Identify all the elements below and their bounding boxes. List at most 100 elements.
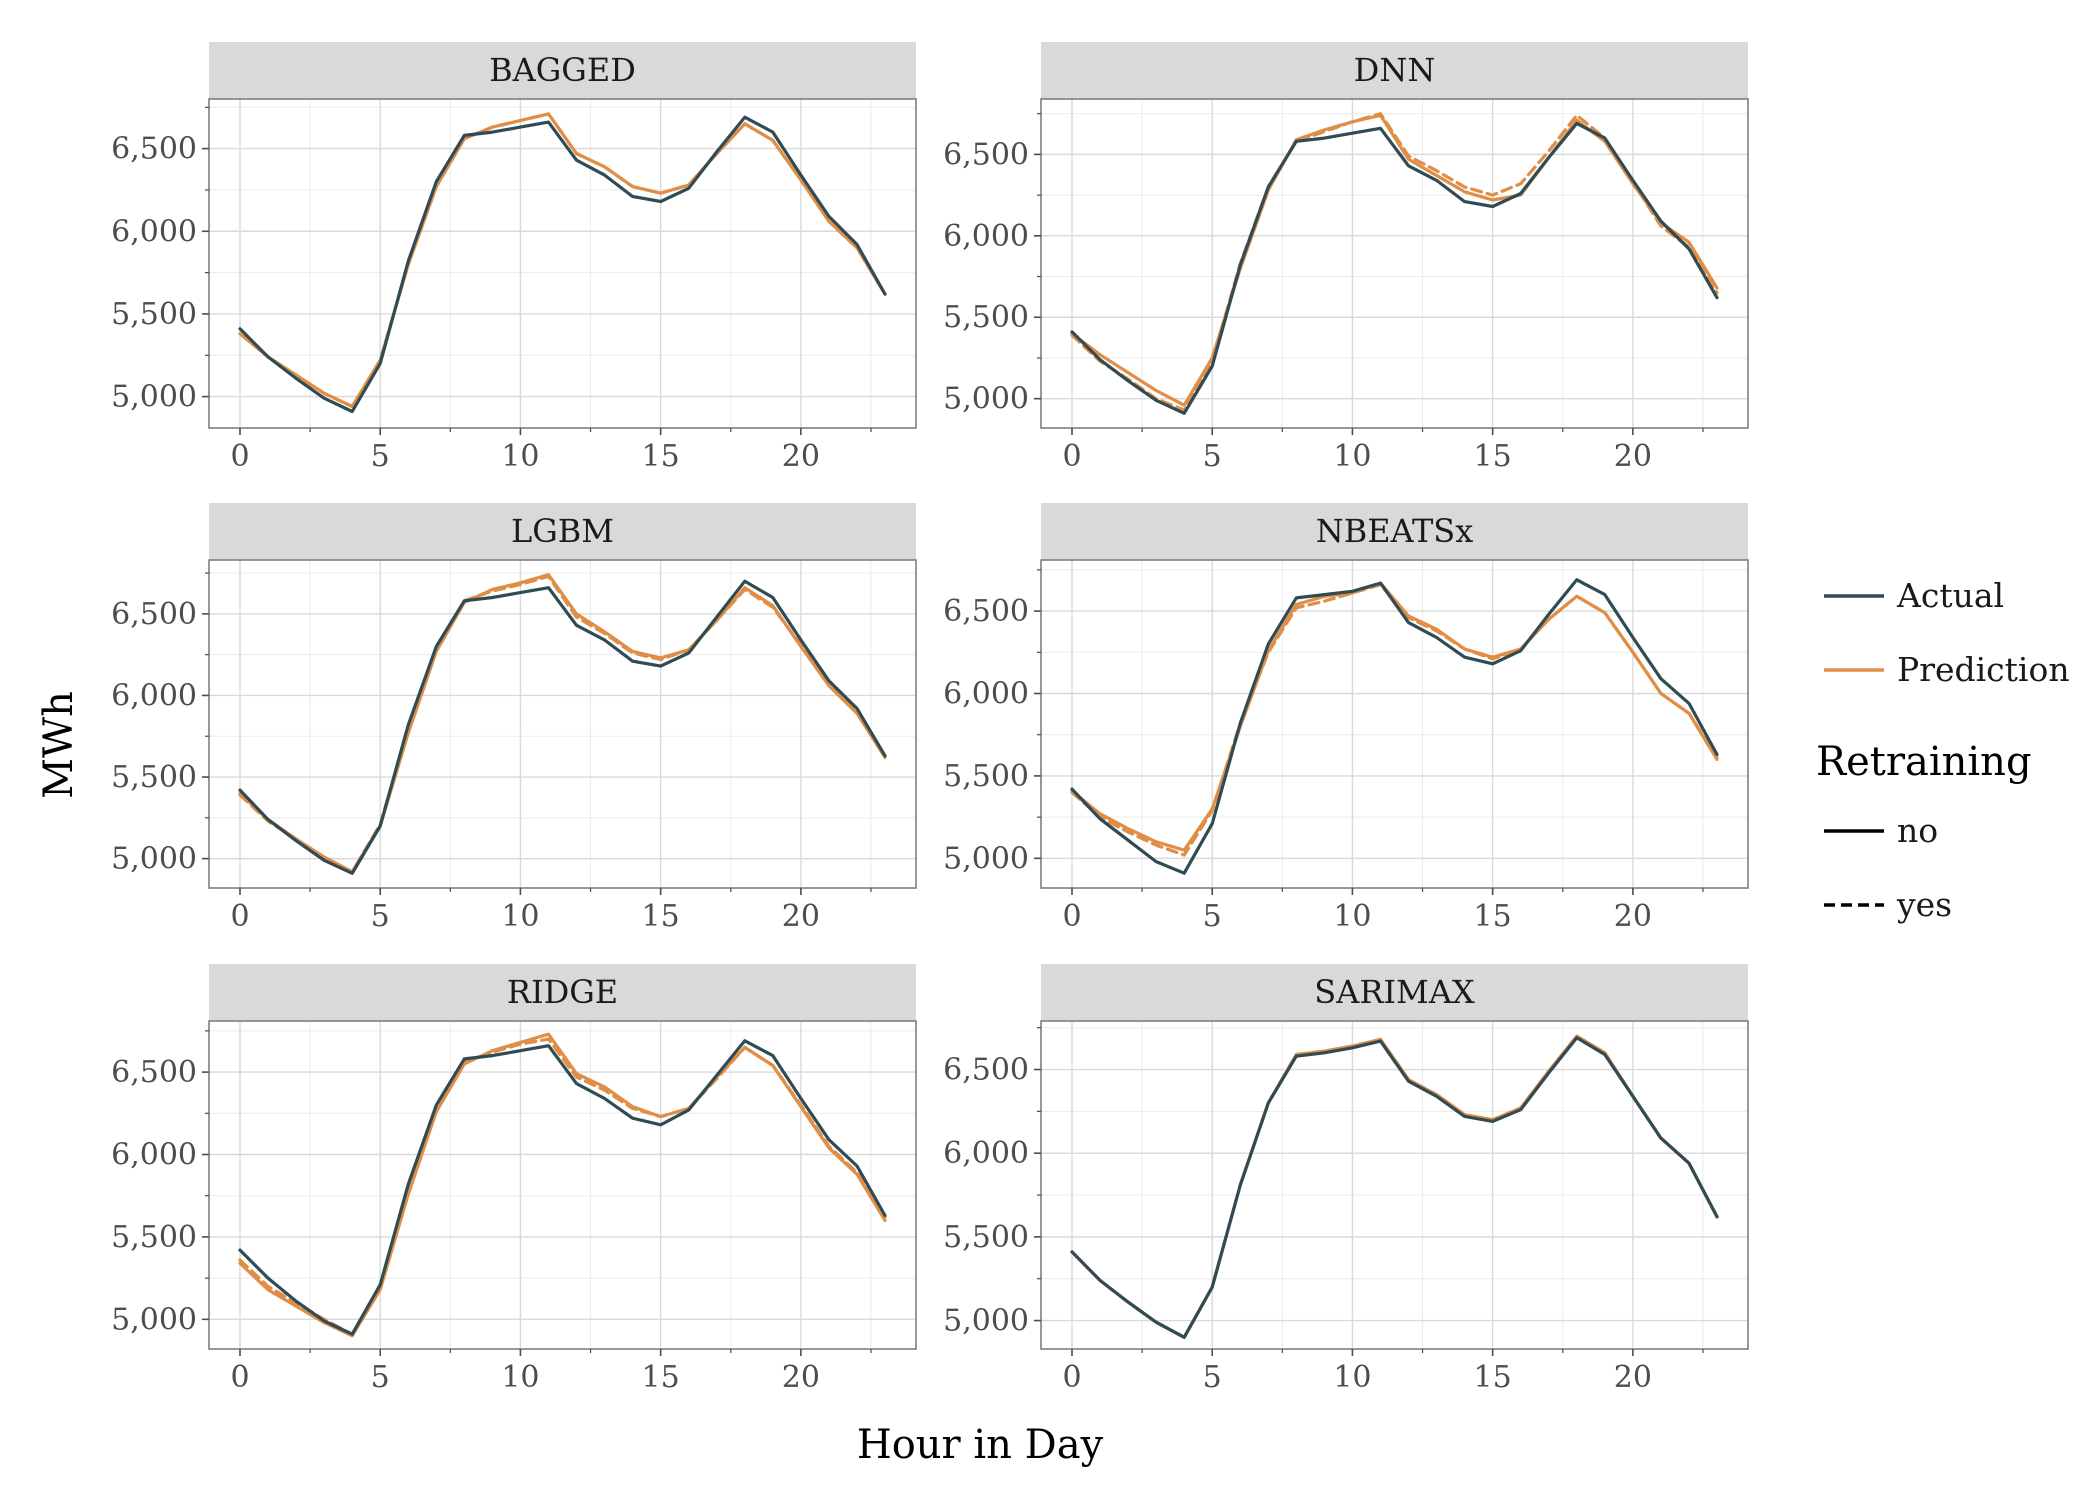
panel-border-ridge xyxy=(208,1020,917,1350)
x-tick-label: 15 xyxy=(642,1360,680,1395)
legend-label-no: no xyxy=(1897,811,1938,850)
strip-label-nbeatsx: NBEATSx xyxy=(1316,512,1474,550)
series-dnn-prediction-retrained xyxy=(1070,112,1719,412)
y-tick-label: 6,000 xyxy=(111,1138,197,1173)
strip-ridge xyxy=(209,964,916,1021)
series-dnn-prediction-static xyxy=(1070,113,1719,407)
x-tick-label: 5 xyxy=(371,439,390,474)
facet-panels: BAGGED 0 5 10 15 20 5,000 5,500 6,000 6,500 DNN 0 5 1… xyxy=(111,42,1749,1395)
legend-label-yes: yes xyxy=(1896,885,1952,924)
y-tick-label: 5,500 xyxy=(111,760,197,795)
strip-label-bagged: BAGGED xyxy=(489,51,636,89)
y-tick-label: 6,000 xyxy=(943,219,1029,254)
panel-border-sarimax xyxy=(1040,1020,1749,1350)
strip-nbeatsx xyxy=(1041,503,1748,560)
panel-dnn: DNN 0 5 10 15 20 5,000 5,500 6,000 6,500 xyxy=(943,42,1749,474)
series-nbeatsx-prediction-retrained xyxy=(1070,583,1719,857)
panel-border-bagged xyxy=(208,98,917,429)
series-nbeatsx-prediction-static xyxy=(1070,581,1719,852)
x-tick-label: 5 xyxy=(1203,899,1222,934)
y-tick-label: 5,500 xyxy=(111,1220,197,1255)
x-tick-label: 5 xyxy=(371,1360,390,1395)
panel-border-lgbm xyxy=(208,559,917,889)
x-tick-label: 10 xyxy=(1333,1360,1371,1395)
series-ridge-actual-static xyxy=(238,1039,887,1336)
y-tick-label: 5,500 xyxy=(943,300,1029,335)
x-tick-label: 10 xyxy=(501,439,539,474)
x-tick-label: 10 xyxy=(501,1360,539,1395)
x-tick-label: 0 xyxy=(230,1360,249,1395)
x-tick-label: 20 xyxy=(782,899,820,934)
x-tick-label: 15 xyxy=(1474,439,1512,474)
x-axis-title: Hour in Day xyxy=(857,1422,1104,1468)
y-tick-label: 5,500 xyxy=(943,1220,1029,1255)
x-tick-label: 5 xyxy=(1203,439,1222,474)
panel-border-nbeatsx xyxy=(1040,559,1749,889)
panel-sarimax: SARIMAX 0 5 10 15 20 5,000 5,500 6,000 6,500 xyxy=(943,964,1749,1395)
strip-bagged xyxy=(209,42,916,99)
series-bagged-actual-static xyxy=(238,115,887,414)
x-tick-label: 0 xyxy=(230,899,249,934)
x-tick-label: 20 xyxy=(1614,1360,1652,1395)
strip-label-lgbm: LGBM xyxy=(511,512,614,550)
y-axis-title: MWh xyxy=(36,691,82,799)
strip-label-dnn: DNN xyxy=(1354,51,1436,89)
x-tick-label: 15 xyxy=(642,899,680,934)
x-tick-label: 15 xyxy=(1474,899,1512,934)
y-tick-label: 5,000 xyxy=(111,842,197,877)
x-tick-label: 5 xyxy=(371,899,390,934)
x-tick-label: 0 xyxy=(1062,899,1081,934)
y-tick-label: 6,500 xyxy=(111,1055,197,1090)
series-sarimax-prediction-static xyxy=(1070,1034,1719,1339)
panel-border-dnn xyxy=(1040,98,1749,429)
y-tick-label: 5,000 xyxy=(943,1304,1029,1339)
y-tick-label: 6,000 xyxy=(111,678,197,713)
series-lgbm-prediction-static xyxy=(238,573,887,874)
y-tick-label: 5,000 xyxy=(943,382,1029,417)
y-tick-label: 6,500 xyxy=(111,132,197,167)
y-tick-label: 5,000 xyxy=(111,1302,197,1337)
x-tick-label: 0 xyxy=(1062,439,1081,474)
legend-label-actual: Actual xyxy=(1896,576,2004,615)
strip-label-ridge: RIDGE xyxy=(507,973,618,1011)
y-tick-label: 5,000 xyxy=(111,380,197,415)
panel-nbeatsx: NBEATSx 0 5 10 15 20 5,000 5,500 6,000 6,500 xyxy=(943,503,1749,934)
y-tick-label: 6,000 xyxy=(111,214,197,249)
y-tick-label: 5,500 xyxy=(943,759,1029,794)
series-bagged-prediction-static xyxy=(238,112,887,409)
series-dnn-actual-static xyxy=(1070,121,1719,415)
x-tick-label: 5 xyxy=(1203,1360,1222,1395)
panel-lgbm: LGBM 0 5 10 15 20 5,000 5,500 6,000 6,500 xyxy=(111,503,917,934)
series-nbeatsx-actual-static xyxy=(1070,578,1719,875)
strip-lgbm xyxy=(209,503,916,560)
strip-sarimax xyxy=(1041,964,1748,1021)
x-tick-label: 20 xyxy=(782,1360,820,1395)
series-lgbm-actual-static xyxy=(238,579,887,875)
panel-ridge: RIDGE 0 5 10 15 20 5,000 5,500 6,000 6,500 xyxy=(111,964,917,1395)
x-tick-label: 15 xyxy=(1474,1360,1512,1395)
x-tick-label: 15 xyxy=(642,439,680,474)
x-tick-label: 20 xyxy=(1614,439,1652,474)
legend-title-retraining: Retraining xyxy=(1816,739,2032,785)
y-tick-label: 5,000 xyxy=(943,841,1029,876)
y-tick-label: 6,500 xyxy=(943,137,1029,172)
x-tick-label: 20 xyxy=(782,439,820,474)
series-sarimax-prediction-retrained xyxy=(1070,1034,1719,1339)
series-ridge-prediction-retrained xyxy=(238,1037,887,1336)
x-tick-label: 10 xyxy=(501,899,539,934)
series-sarimax-actual-static xyxy=(1070,1036,1719,1339)
y-tick-label: 6,000 xyxy=(943,677,1029,712)
x-tick-label: 10 xyxy=(1333,899,1371,934)
y-tick-label: 6,000 xyxy=(943,1136,1029,1171)
strip-label-sarimax: SARIMAX xyxy=(1314,973,1475,1011)
x-tick-label: 0 xyxy=(1062,1360,1081,1395)
x-tick-label: 0 xyxy=(230,439,249,474)
strip-dnn xyxy=(1041,42,1748,99)
panel-bagged: BAGGED 0 5 10 15 20 5,000 5,500 6,000 6,500 xyxy=(111,42,917,474)
y-tick-label: 6,500 xyxy=(943,1053,1029,1088)
legend-label-prediction: Prediction xyxy=(1897,650,2070,689)
y-tick-label: 5,500 xyxy=(111,297,197,332)
legend: Actual Prediction Retraining no yes xyxy=(1816,576,2070,924)
y-tick-label: 6,500 xyxy=(943,594,1029,629)
